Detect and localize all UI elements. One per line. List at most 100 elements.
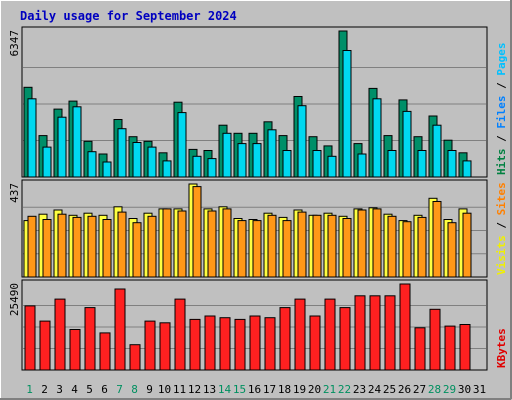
day-label: 30 [458,383,471,396]
series-axis-label-part: Files [495,96,508,129]
bar-kbytes-day-9 [144,320,156,371]
bar-sites-day-29 [447,222,457,278]
bar-kbytes-day-11 [174,298,186,371]
bar-sites-day-20 [312,214,322,278]
bar-sites-day-15 [237,220,247,278]
bar-files-day-25 [387,150,397,178]
bar-sites-day-16 [252,220,262,278]
bar-kbytes-day-17 [264,317,276,371]
bar-kbytes-day-25 [384,295,396,371]
series-axis-label-part: Sites [495,182,508,215]
day-label: 11 [173,383,186,396]
bar-sites-day-28 [432,201,442,278]
day-label: 23 [353,383,366,396]
bar-sites-day-21 [327,214,337,278]
bar-files-day-11 [177,112,187,178]
bar-sites-day-25 [387,215,397,278]
day-label: 31 [473,383,486,396]
series-axis-label-part: Pages [495,43,508,76]
day-label: 25 [383,383,396,396]
bar-kbytes-day-24 [369,295,381,371]
day-label: 28 [428,383,441,396]
day-label: 21 [323,383,336,396]
series-axis-label: KBytes [495,328,508,368]
day-label: 3 [56,383,63,396]
bar-files-day-5 [87,151,97,178]
bar-files-day-20 [312,150,322,178]
bar-kbytes-day-4 [69,329,81,371]
bar-sites-day-10 [162,208,172,278]
bar-files-day-10 [162,160,172,178]
bar-sites-day-23 [357,209,367,278]
day-label: 14 [218,383,232,396]
bar-files-day-17 [267,129,277,178]
bar-kbytes-day-5 [84,307,96,371]
series-axis-label-part: Visits [495,235,508,275]
bar-kbytes-day-13 [204,315,216,371]
day-label: 27 [413,383,426,396]
series-axis-label-part: Hits [495,149,508,176]
bar-sites-day-6 [102,219,112,278]
bar-sites-day-18 [282,220,292,278]
day-label: 12 [188,383,201,396]
day-label: 5 [86,383,93,396]
bar-files-day-8 [132,142,142,178]
chart-title: Daily usage for September 2024 [20,9,237,23]
bar-kbytes-day-1 [24,305,36,371]
bar-sites-day-24 [372,208,382,278]
series-axis-label-part: / [495,129,508,149]
bar-sites-day-8 [132,222,142,278]
day-label: 13 [203,383,216,396]
panel-visits_sites: 437 Visits / Sites [8,179,508,278]
series-axis-label-part: / [495,76,508,96]
bar-kbytes-day-12 [189,318,201,371]
bar-kbytes-day-18 [279,307,291,371]
bar-files-day-28 [432,124,442,178]
day-label: 8 [131,383,138,396]
day-label: 16 [248,383,261,396]
bar-files-day-26 [402,110,412,178]
series-axis-label-part: / [495,215,508,235]
bar-sites-day-12 [192,186,202,278]
bar-files-day-13 [207,158,217,178]
bar-kbytes-day-30 [459,324,471,371]
bar-sites-day-17 [267,214,277,278]
day-label: 7 [116,383,123,396]
chart-panels: 6347 Hits / Files / Pages 437 Visits / Site… [8,26,508,371]
bar-kbytes-day-6 [99,332,111,371]
bar-sites-day-30 [462,212,472,278]
bar-kbytes-day-14 [219,317,231,371]
bar-files-day-16 [252,143,262,178]
day-label: 15 [233,383,246,396]
day-label: 26 [398,383,411,396]
bar-files-day-22 [342,50,352,178]
bar-kbytes-day-28 [429,308,441,371]
day-label: 1 [26,383,33,396]
bar-files-day-24 [372,98,382,178]
bar-kbytes-day-19 [294,298,306,371]
bar-kbytes-day-15 [234,318,246,371]
bar-sites-day-4 [72,216,82,278]
bar-kbytes-day-8 [129,344,141,371]
bar-sites-day-14 [222,208,232,278]
bar-files-day-2 [42,146,52,178]
bar-files-day-3 [57,116,67,178]
bar-kbytes-day-3 [54,298,66,371]
day-label: 4 [71,383,78,396]
bar-sites-day-2 [42,219,52,278]
bar-sites-day-9 [147,215,157,278]
day-label: 29 [443,383,456,396]
bar-kbytes-day-21 [324,298,336,371]
bar-sites-day-22 [342,218,352,278]
bar-sites-day-26 [402,221,412,278]
bar-kbytes-day-2 [39,320,51,371]
bar-files-day-21 [327,155,337,178]
panel-kbytes: 25490 KBytes [8,279,508,371]
day-label: 17 [263,383,276,396]
y-max-label: 25490 [8,283,21,316]
bar-files-day-4 [72,106,82,178]
bar-files-day-7 [117,128,127,178]
bar-files-day-9 [147,146,157,178]
series-axis-label: Hits / Files / Pages [495,43,508,176]
